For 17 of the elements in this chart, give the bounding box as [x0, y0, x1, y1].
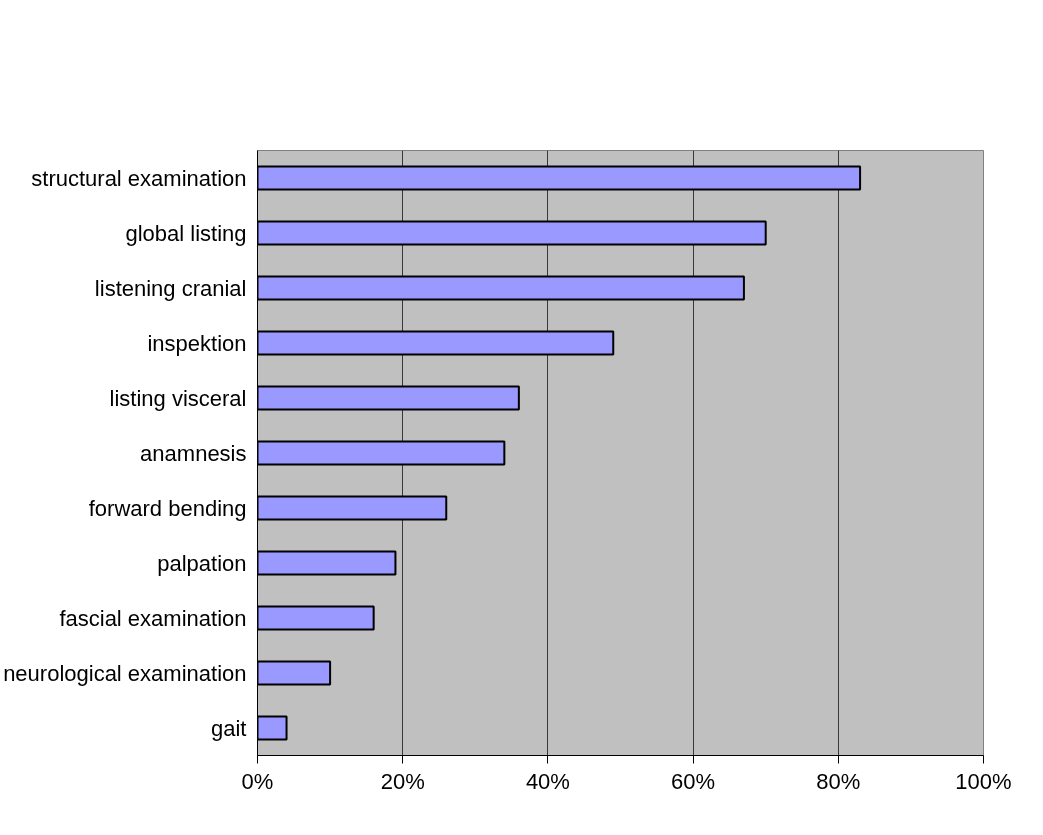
y-tick-label: listing visceral: [109, 385, 247, 411]
y-tick-label: fascial examination: [59, 605, 247, 631]
x-tick-label: 100%: [955, 768, 1012, 794]
x-tick-label: 80%: [816, 768, 861, 794]
y-tick-label: anamnesis: [140, 440, 247, 466]
y-tick-label: palpation: [157, 550, 247, 576]
y-tick-label: inspektion: [147, 330, 247, 356]
y-tick-label: structural examination: [31, 165, 247, 191]
x-tick-label: 60%: [671, 768, 716, 794]
x-tick-label: 40%: [525, 768, 570, 794]
y-tick-label: neurological examination: [3, 660, 247, 686]
y-tick-label: listening cranial: [94, 275, 247, 301]
y-tick-label: gait: [211, 715, 247, 741]
y-tick-label: global listing: [125, 220, 247, 246]
x-tick-label: 20%: [380, 768, 425, 794]
x-tick-label: 0%: [241, 768, 274, 794]
y-tick-label: forward bending: [88, 495, 247, 521]
